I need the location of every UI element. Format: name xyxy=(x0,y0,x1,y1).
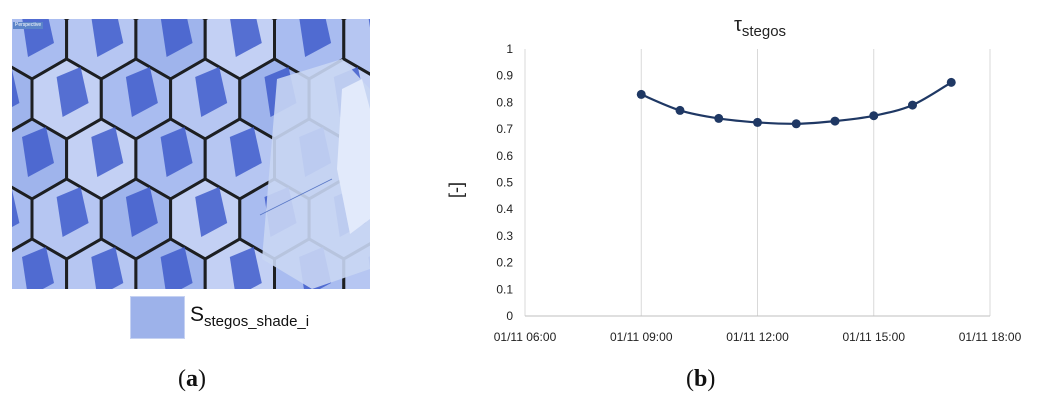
shade-facet xyxy=(368,19,370,28)
caption-a-letter: a xyxy=(186,366,198,392)
x-ticks: 01/11 06:00 01/11 09:00 01/11 12:00 01/11 1… xyxy=(494,330,1022,344)
data-point xyxy=(908,100,917,110)
shade-facet xyxy=(299,19,332,57)
shade-facet xyxy=(160,247,193,289)
x-tick-label: 01/11 18:00 xyxy=(959,330,1022,344)
chart-title: τstegos xyxy=(734,14,786,40)
y-axis-label: [-] xyxy=(446,182,466,198)
panel-a: Perspective Sstegos_shade_i (a) xyxy=(0,0,400,419)
tau-stegos-chart: τstegos [-] 0 0.1 0.2 0.3 0.4 0.5 0.6 0.7 0.8 0.9… xyxy=(446,14,1022,344)
y-tick-label: 0.8 xyxy=(496,95,513,109)
viewport-label: Perspective xyxy=(13,22,44,29)
shade-facet xyxy=(22,247,54,289)
chart-title-main: τ xyxy=(734,14,742,36)
y-tick-label: 0.7 xyxy=(496,122,513,136)
y-tick-label: 0.3 xyxy=(496,229,513,243)
data-point xyxy=(753,117,762,127)
legend-swatch xyxy=(130,296,185,339)
shade-facet xyxy=(229,247,262,289)
data-point xyxy=(675,105,685,115)
x-tick-label: 01/11 09:00 xyxy=(610,330,673,344)
x-tick-label: 01/11 06:00 xyxy=(494,330,557,344)
shade-facet xyxy=(160,19,193,57)
legend-label: Sstegos_shade_i xyxy=(190,303,309,334)
series-line xyxy=(640,81,952,125)
shade-facet xyxy=(12,69,20,107)
shade-facet xyxy=(22,127,54,177)
y-tick-label: 0.1 xyxy=(496,282,513,296)
points-layer xyxy=(636,77,956,129)
hexagon-facade-render xyxy=(12,19,370,289)
grid-layer xyxy=(524,49,991,317)
shade-facet xyxy=(125,187,158,237)
caption-b-letter: b xyxy=(694,366,708,392)
y-tick-label: 0.6 xyxy=(496,149,513,163)
shade-facet xyxy=(229,127,262,177)
y-tick-label: 0.4 xyxy=(496,202,513,216)
chart-title-sub: stegos xyxy=(742,23,786,40)
data-point xyxy=(946,77,956,87)
y-tick-label: 0.9 xyxy=(496,69,513,83)
data-point xyxy=(636,89,646,99)
shade-facet xyxy=(12,189,20,227)
shade-facet xyxy=(195,187,228,237)
y-ticks: 0 0.1 0.2 0.3 0.4 0.5 0.6 0.7 0.8 0.9 1 xyxy=(496,42,513,323)
panel-caption-b: (b) xyxy=(686,366,716,392)
shade-facet xyxy=(91,247,124,289)
legend-label-main: S xyxy=(190,303,205,326)
shade-facet xyxy=(160,127,193,177)
data-point xyxy=(714,113,724,123)
legend-label-sub: stegos_shade_i xyxy=(204,313,310,330)
x-tick-label: 01/11 12:00 xyxy=(726,330,789,344)
shade-facet xyxy=(56,67,89,117)
shade-facet xyxy=(195,67,228,117)
y-tick-label: 0.2 xyxy=(496,256,513,270)
panel-caption-a: (a) xyxy=(178,366,206,392)
y-tick-label: 0 xyxy=(506,309,513,323)
x-tick-label: 01/11 15:00 xyxy=(842,330,905,344)
data-point xyxy=(791,119,801,129)
shade-facet xyxy=(91,127,124,177)
data-point xyxy=(869,111,879,121)
shade-facet xyxy=(230,19,262,57)
y-tick-label: 1 xyxy=(506,42,513,56)
shade-facet xyxy=(56,187,89,237)
data-point xyxy=(830,116,840,126)
y-tick-label: 0.5 xyxy=(496,176,513,190)
shade-facet xyxy=(91,19,124,57)
shade-facet xyxy=(125,67,158,117)
